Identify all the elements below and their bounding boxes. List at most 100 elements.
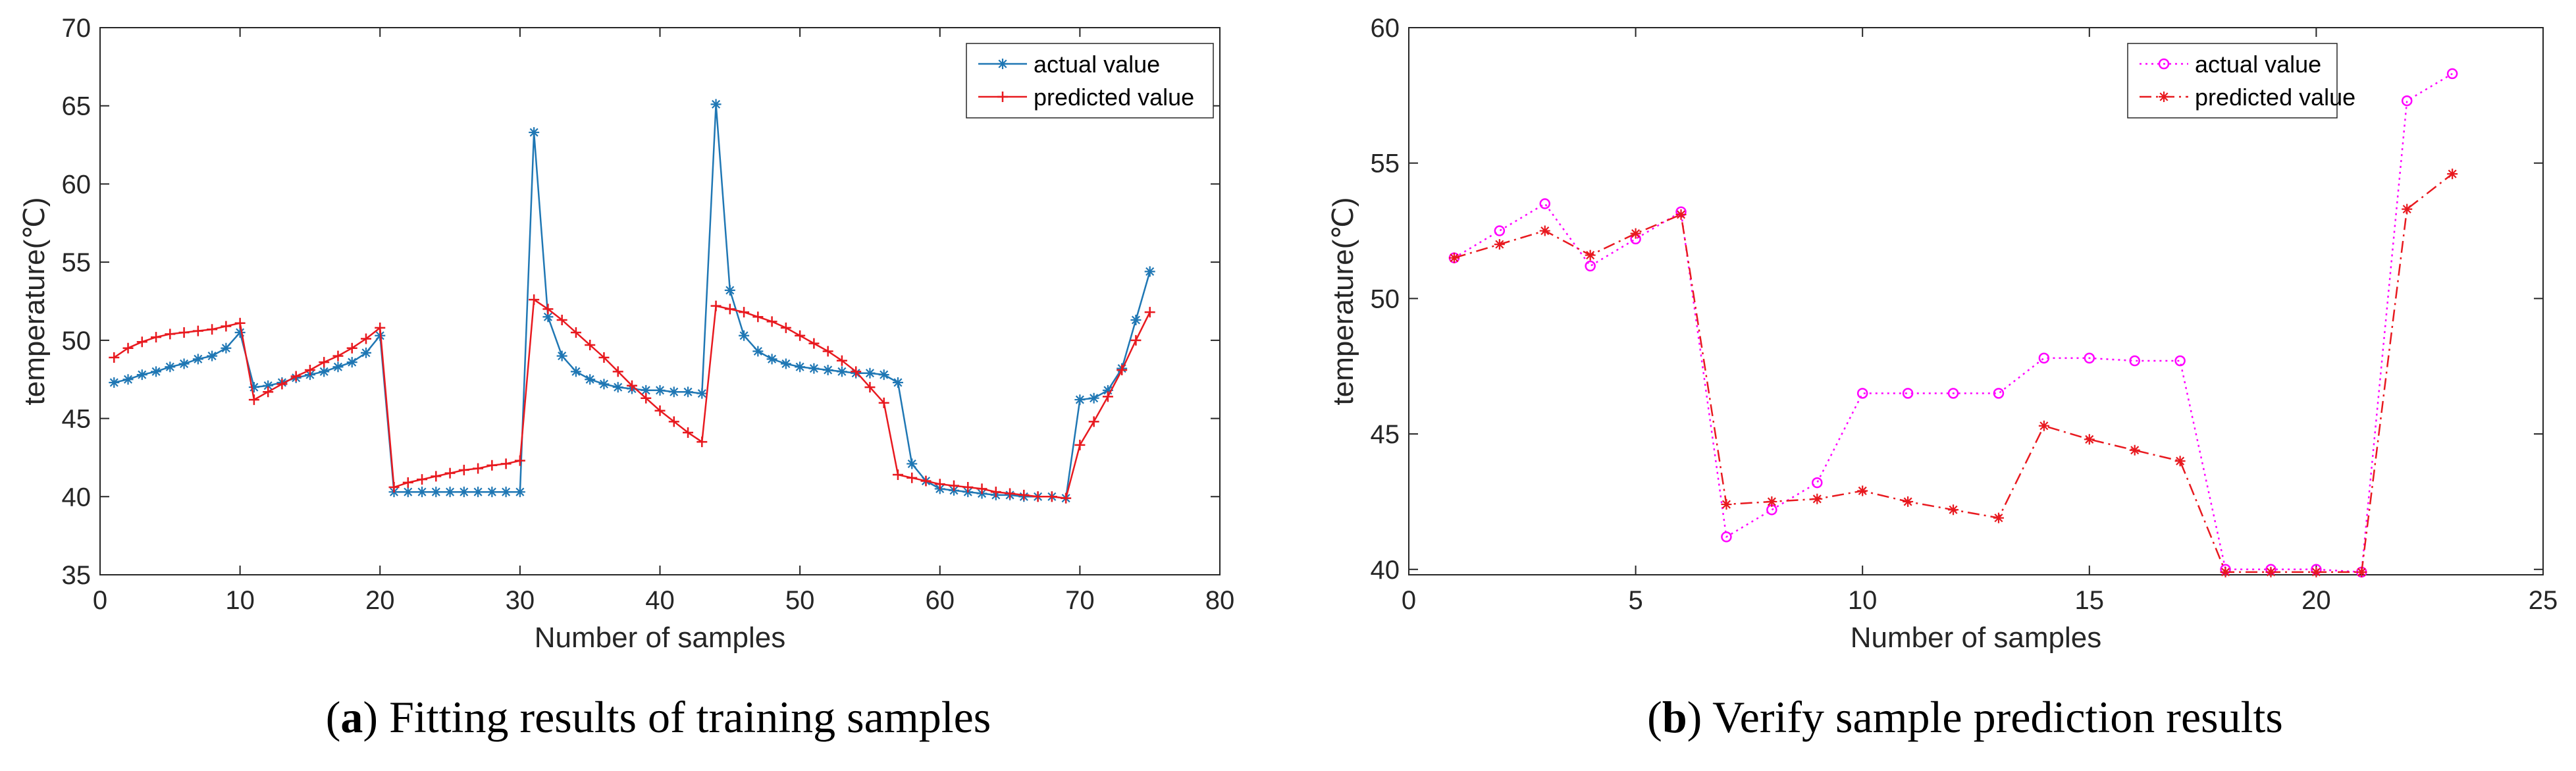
data-point-a-1 (276, 379, 288, 390)
data-point-a-0 (136, 369, 147, 381)
data-point-a-0 (570, 366, 581, 377)
y-tick-label-a: 65 (62, 92, 92, 121)
data-point-a-0 (780, 358, 791, 369)
legend-marker-a-1 (997, 92, 1008, 102)
data-point-a-1 (458, 464, 469, 475)
data-point-a-0 (668, 386, 679, 398)
data-point-a-1 (612, 366, 623, 377)
y-tick-label-a: 60 (62, 170, 92, 199)
y-tick-label-b: 45 (1371, 420, 1400, 449)
data-point-a-0 (836, 366, 847, 377)
data-point-a-1 (332, 350, 344, 361)
data-point-a-0 (739, 330, 750, 341)
legend-label-a-0: actual value (1034, 51, 1160, 78)
data-point-a-1 (990, 487, 1001, 498)
data-point-a-0 (542, 311, 554, 323)
data-point-a-1 (570, 327, 581, 338)
series-line-b-0 (1454, 72, 2453, 573)
x-tick-label-a: 20 (365, 586, 395, 615)
data-point-b-1 (1675, 209, 1687, 220)
data-point-a-0 (332, 361, 344, 373)
caption-text-a: Fitting results of training samples (389, 692, 991, 742)
caption-letter-a: a (340, 692, 363, 742)
data-point-a-1 (585, 339, 596, 350)
data-point-a-1 (864, 382, 876, 393)
data-point-a-0 (431, 487, 442, 498)
y-tick-label-b: 55 (1371, 149, 1400, 178)
caption-panel-b: (b) Verify sample prediction results (1647, 692, 2283, 742)
data-point-b-1 (2129, 444, 2140, 456)
data-point-a-1 (122, 342, 134, 354)
y-tick-label-a: 35 (62, 561, 92, 590)
data-point-b-1 (1539, 225, 1550, 236)
data-point-a-0 (109, 377, 120, 388)
y-tick-label-a: 40 (62, 483, 92, 512)
data-point-a-1 (851, 366, 862, 377)
x-tick-label-a: 50 (785, 586, 815, 615)
legend-marker-b-1 (2159, 92, 2169, 102)
data-point-a-0 (122, 374, 134, 385)
data-point-b-0 (1902, 388, 1914, 399)
data-point-a-0 (585, 374, 596, 385)
data-point-a-0 (766, 354, 777, 365)
chart-panel-a: 0 10 20 30 40 50 60 70 80 35 40 45 50 55 60 65 70 Number … (18, 14, 1234, 654)
data-point-a-1 (402, 477, 413, 488)
series-a-1 (109, 294, 1155, 504)
x-tick-label-b: 20 (2301, 586, 2331, 615)
data-point-a-1 (878, 397, 889, 408)
data-point-a-0 (1130, 314, 1142, 325)
data-point-b-1 (2356, 566, 2367, 577)
data-point-a-1 (836, 355, 847, 366)
data-point-a-0 (248, 382, 259, 393)
data-point-a-1 (1130, 334, 1142, 346)
data-point-b-0 (1539, 198, 1551, 209)
data-point-a-1 (290, 371, 302, 382)
data-point-a-0 (641, 385, 652, 396)
data-point-b-1 (2084, 434, 2095, 445)
x-tick-label-a: 60 (926, 586, 955, 615)
data-point-a-0 (486, 487, 498, 498)
data-point-a-1 (165, 329, 176, 340)
data-point-a-1 (808, 338, 820, 349)
data-point-a-1 (976, 483, 987, 494)
y-tick-label-b: 60 (1371, 14, 1400, 43)
data-point-a-0 (207, 350, 218, 361)
data-point-b-0 (2084, 352, 2095, 364)
data-point-b-1 (2220, 566, 2231, 577)
x-tick-label-a: 10 (225, 586, 255, 615)
data-point-a-1 (598, 352, 610, 363)
data-point-a-0 (556, 350, 567, 361)
data-point-a-1 (109, 352, 120, 363)
data-point-b-1 (1812, 493, 1823, 504)
legend-b: actual value predicted value (2127, 43, 2355, 119)
y-tick-label-b: 50 (1371, 284, 1400, 313)
data-point-b-1 (1721, 499, 1732, 510)
caption-text-b: Verify sample prediction results (1712, 692, 2283, 742)
y-tick-label-a: 45 (62, 405, 92, 434)
data-point-a-1 (136, 336, 147, 348)
data-point-a-1 (1088, 416, 1099, 427)
data-point-a-1 (920, 475, 932, 487)
data-point-a-1 (1117, 364, 1128, 375)
x-axis-label-b: Number of samples (1851, 622, 2101, 654)
data-point-a-0 (234, 327, 246, 338)
data-point-a-0 (1088, 392, 1099, 404)
x-tick-label-b: 0 (1402, 586, 1416, 615)
data-point-a-1 (1144, 307, 1155, 318)
y-axis-label-b: temperature(℃) (1327, 198, 1359, 406)
data-point-a-0 (151, 366, 162, 377)
data-point-a-1 (417, 474, 428, 485)
y-tick-label-b: 40 (1371, 556, 1400, 585)
legend-label-a-1: predicted value (1034, 84, 1194, 111)
data-point-a-1 (949, 480, 960, 491)
data-point-a-0 (598, 379, 610, 390)
data-point-a-0 (907, 458, 918, 469)
data-point-a-0 (808, 363, 820, 374)
data-point-a-1 (234, 317, 246, 329)
data-point-a-1 (795, 330, 806, 341)
data-point-a-1 (1074, 439, 1086, 450)
data-point-a-1 (907, 472, 918, 483)
legend-box-b (2127, 43, 2338, 119)
data-point-b-1 (1448, 252, 1459, 263)
data-point-a-0 (417, 487, 428, 498)
